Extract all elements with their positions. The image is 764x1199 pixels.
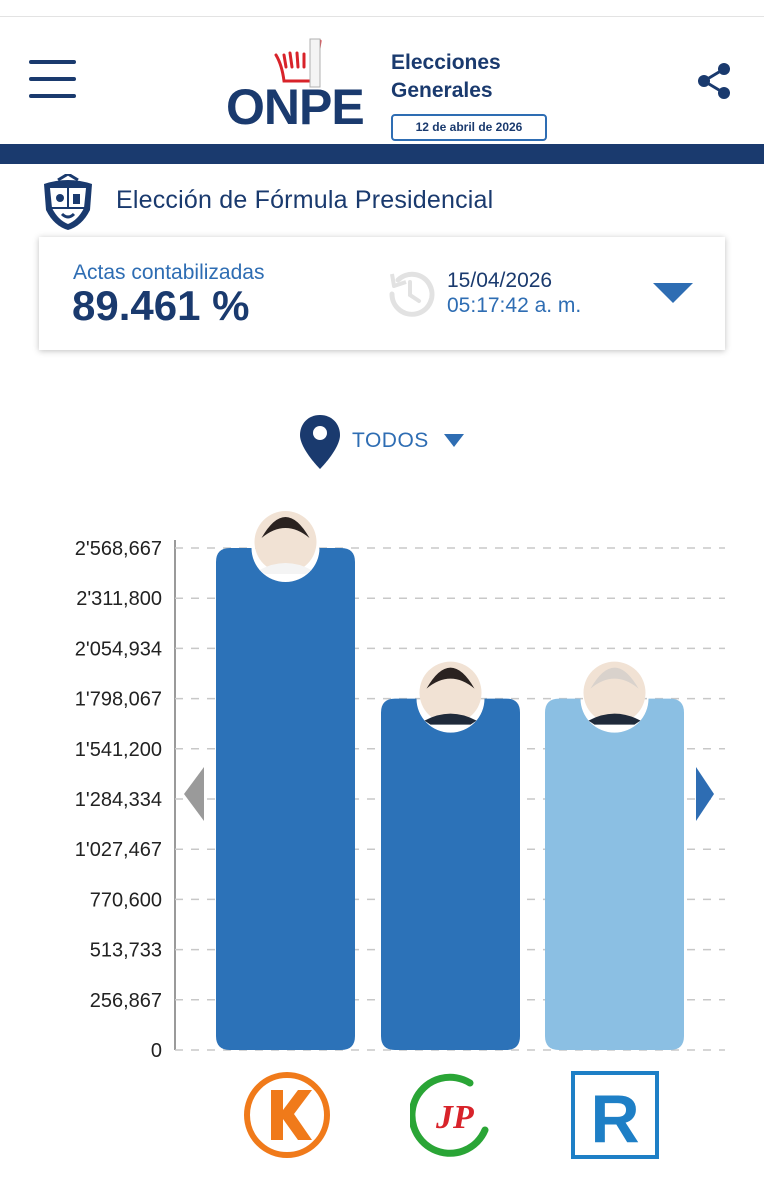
election-title: Elecciones Generales (391, 51, 501, 102)
voting-hand-icon (274, 38, 322, 88)
onpe-logo[interactable]: ONPE Elecciones Generales 12 de abril de… (226, 35, 556, 145)
bar-k[interactable] (216, 548, 355, 1050)
actas-value: 89.461 % (72, 282, 250, 329)
chart-canvas: 2'568,667 2'311,800 2'054,934 1'798,067 1'54… (75, 511, 725, 1062)
party-logo-r[interactable]: R (570, 1070, 660, 1160)
bar-jp[interactable] (381, 698, 520, 1050)
y-tick-label: 513,733 (90, 940, 162, 962)
bar-r[interactable] (545, 698, 684, 1050)
y-tick-label: 2'311,800 (76, 588, 162, 610)
y-tick-label: 770,600 (90, 889, 162, 911)
carousel-next-arrow[interactable] (694, 765, 716, 823)
share-icon[interactable] (696, 62, 732, 100)
top-divider (0, 16, 764, 17)
election-date-badge: 12 de abril de 2026 (391, 114, 547, 141)
candidate-avatar (254, 511, 317, 574)
update-date: 15/04/2026 (447, 269, 553, 292)
update-time: 05:17:42 a. m. (447, 294, 582, 317)
y-tick-label: 2'054,934 (75, 638, 162, 660)
nav-bar (0, 144, 764, 164)
filter-selected-label: TODOS (352, 429, 429, 452)
y-tick-label: 1'284,334 (75, 789, 162, 811)
logo-wordmark: ONPE (226, 79, 365, 135)
actas-label: Actas contabilizadas (73, 261, 265, 284)
chevron-down-icon[interactable] (651, 281, 695, 307)
svg-text:JP: JP (435, 1099, 474, 1136)
carousel-prev-arrow[interactable] (180, 765, 206, 823)
party-logo-k[interactable] (242, 1070, 332, 1160)
menu-icon[interactable] (29, 59, 77, 99)
votes-bar-chart: 2'568,667 2'311,800 2'054,934 1'798,067 1'54… (0, 490, 764, 1070)
y-tick-label: 256,867 (90, 990, 162, 1012)
header: ONPE Elecciones Generales 12 de abril de… (0, 17, 764, 144)
y-tick-label: 1'798,067 (75, 689, 162, 711)
candidate-avatar (419, 661, 482, 725)
y-tick-label: 1'541,200 (75, 739, 162, 761)
candidate-avatar (583, 661, 646, 725)
section-header: Elección de Fórmula Presidencial (38, 174, 738, 234)
y-tick-label: 1'027,467 (75, 839, 162, 861)
actas-card: Actas contabilizadas 89.461 % 15/04/2026… (39, 237, 725, 350)
location-filter[interactable]: TODOS (298, 413, 478, 471)
svg-text:R: R (590, 1081, 639, 1157)
y-tick-label: 2'568,667 (75, 538, 162, 560)
clock-history-icon (389, 271, 435, 317)
chevron-down-icon (444, 434, 464, 447)
location-pin-icon (300, 415, 340, 469)
y-tick-label: 0 (151, 1040, 162, 1062)
section-title: Elección de Fórmula Presidencial (116, 186, 494, 214)
party-logo-jp[interactable]: JP (410, 1070, 500, 1160)
peru-shield-icon (44, 174, 92, 230)
